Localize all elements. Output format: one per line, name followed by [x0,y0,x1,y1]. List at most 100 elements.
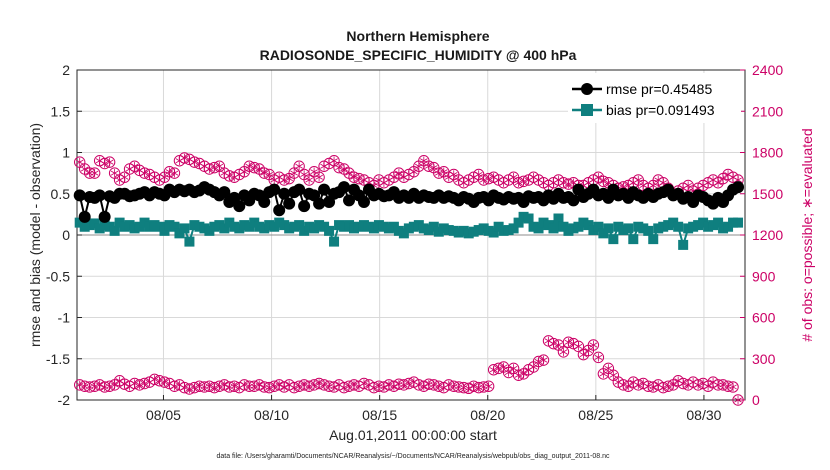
obs-asterisk-stroke [340,166,348,172]
right-tick-label: 600 [752,310,776,326]
rmse-point [293,183,306,196]
obs-asterisk-stroke [584,348,593,353]
legend-rmse-label: rmse pr=0.45485 [606,81,712,97]
y-axis-left: -2 -1.5 -1 -0.5 0 0.5 1 1.5 2 [46,62,82,408]
obs-asterisk-stroke [609,372,618,378]
left-tick-label: 2 [62,62,70,78]
bias-point [179,223,190,234]
rmse-point [732,181,745,194]
rmse-point [318,183,331,196]
x-tick-label: 08/10 [254,407,289,423]
obs-asterisk-stroke [574,343,583,349]
obs-circle [118,171,131,183]
bias-point [643,225,654,236]
obs-possible-point [118,171,131,183]
obs-asterisk-stroke [669,382,678,388]
x-tick-label: 08/25 [578,407,613,423]
bias-point [169,221,180,232]
left-tick-label: 1.5 [51,103,71,119]
obs-asterisk-stroke [589,342,598,348]
obs-asterisk-stroke [649,183,658,188]
obs-asterisk-stroke [714,180,722,186]
bias-point [513,217,524,228]
obs-evaluated-point [587,339,600,351]
obs-asterisk-stroke [345,170,353,176]
obs-asterisk-stroke [719,176,727,182]
rmse-point [298,200,311,213]
obs-evaluated-point [482,380,495,392]
obs-asterisk-stroke [554,342,563,348]
left-tick-label: 0.5 [51,186,71,202]
bias-point [733,217,744,228]
obs-evaluated-point [727,381,739,393]
obs-asterisk-stroke [604,365,613,371]
obs-asterisk-stroke [504,370,513,375]
obs-evaluated-point [592,351,605,364]
rmse-point [268,183,281,196]
x-tick-label: 08/30 [686,407,721,423]
bias-point [523,213,534,224]
left-tick-label: -1.5 [46,351,70,367]
obs-circle [732,394,744,406]
data-marks [73,152,745,406]
obs-possible-point [313,171,325,183]
obs-circle [727,381,739,393]
obs-asterisk-stroke [110,382,119,388]
obs-asterisk-stroke [599,371,608,377]
obs-asterisk-stroke [290,170,298,176]
bias-point [673,221,684,232]
rmse-point [338,181,351,194]
rmse-point [258,196,271,208]
obs-asterisk-stroke [75,159,84,165]
bias-point [329,236,340,247]
y-axis-right: 0 300 600 900 1200 1500 1800 2100 2400 [740,62,783,408]
obs-asterisk-stroke [120,174,129,180]
obs-circle [88,167,101,179]
obs-circle [592,351,605,364]
obs-asterisk-stroke [390,174,398,180]
obs-asterisk-stroke [559,349,568,355]
bias-point [553,213,564,224]
obs-circle [587,339,600,351]
bias-point [603,223,614,234]
obs-asterisk-stroke [729,384,737,390]
obs-asterisk-stroke [90,170,99,176]
obs-asterisk-stroke [105,159,114,165]
chart-title-line-1: Northern Hemisphere [346,28,489,44]
rmse-point [233,200,246,213]
obs-asterisk-stroke [110,170,119,176]
left-tick-label: 0 [62,227,70,243]
rmse-point [313,197,326,210]
bias-point [109,225,120,236]
obs-circle [103,156,116,168]
rmse-point [93,189,106,202]
left-tick-label: 1 [62,145,70,161]
title: Northern Hemisphere RADIOSONDE_SPECIFIC_… [260,28,577,63]
bias-point [678,239,689,250]
obs-asterisk-stroke [215,163,224,169]
obs-asterisk-stroke [255,166,264,172]
obs-asterisk-stroke [130,163,139,169]
bias-point [184,236,195,247]
rmse-point [357,196,370,208]
rmse-point [73,189,86,202]
obs-asterisk-stroke [734,397,742,403]
right-tick-label: 0 [752,392,760,408]
obs-asterisk-stroke [704,383,712,389]
obs-asterisk-stroke [170,170,179,176]
right-tick-label: 900 [752,268,776,284]
rmse-point [218,186,231,199]
obs-evaluated-point [537,354,550,366]
right-tick-label: 300 [752,351,776,367]
bias-point [508,223,519,234]
obs-asterisk-stroke [594,174,603,180]
obs-circle [313,171,325,183]
obs-asterisk-stroke [624,383,633,389]
bias-point [608,234,619,245]
bias-point [548,223,559,234]
bias-point [628,234,639,245]
obs-asterisk-stroke [415,163,423,169]
right-tick-label: 1200 [752,227,783,243]
obs-circle [537,354,550,366]
obs-asterisk-stroke [330,158,338,164]
